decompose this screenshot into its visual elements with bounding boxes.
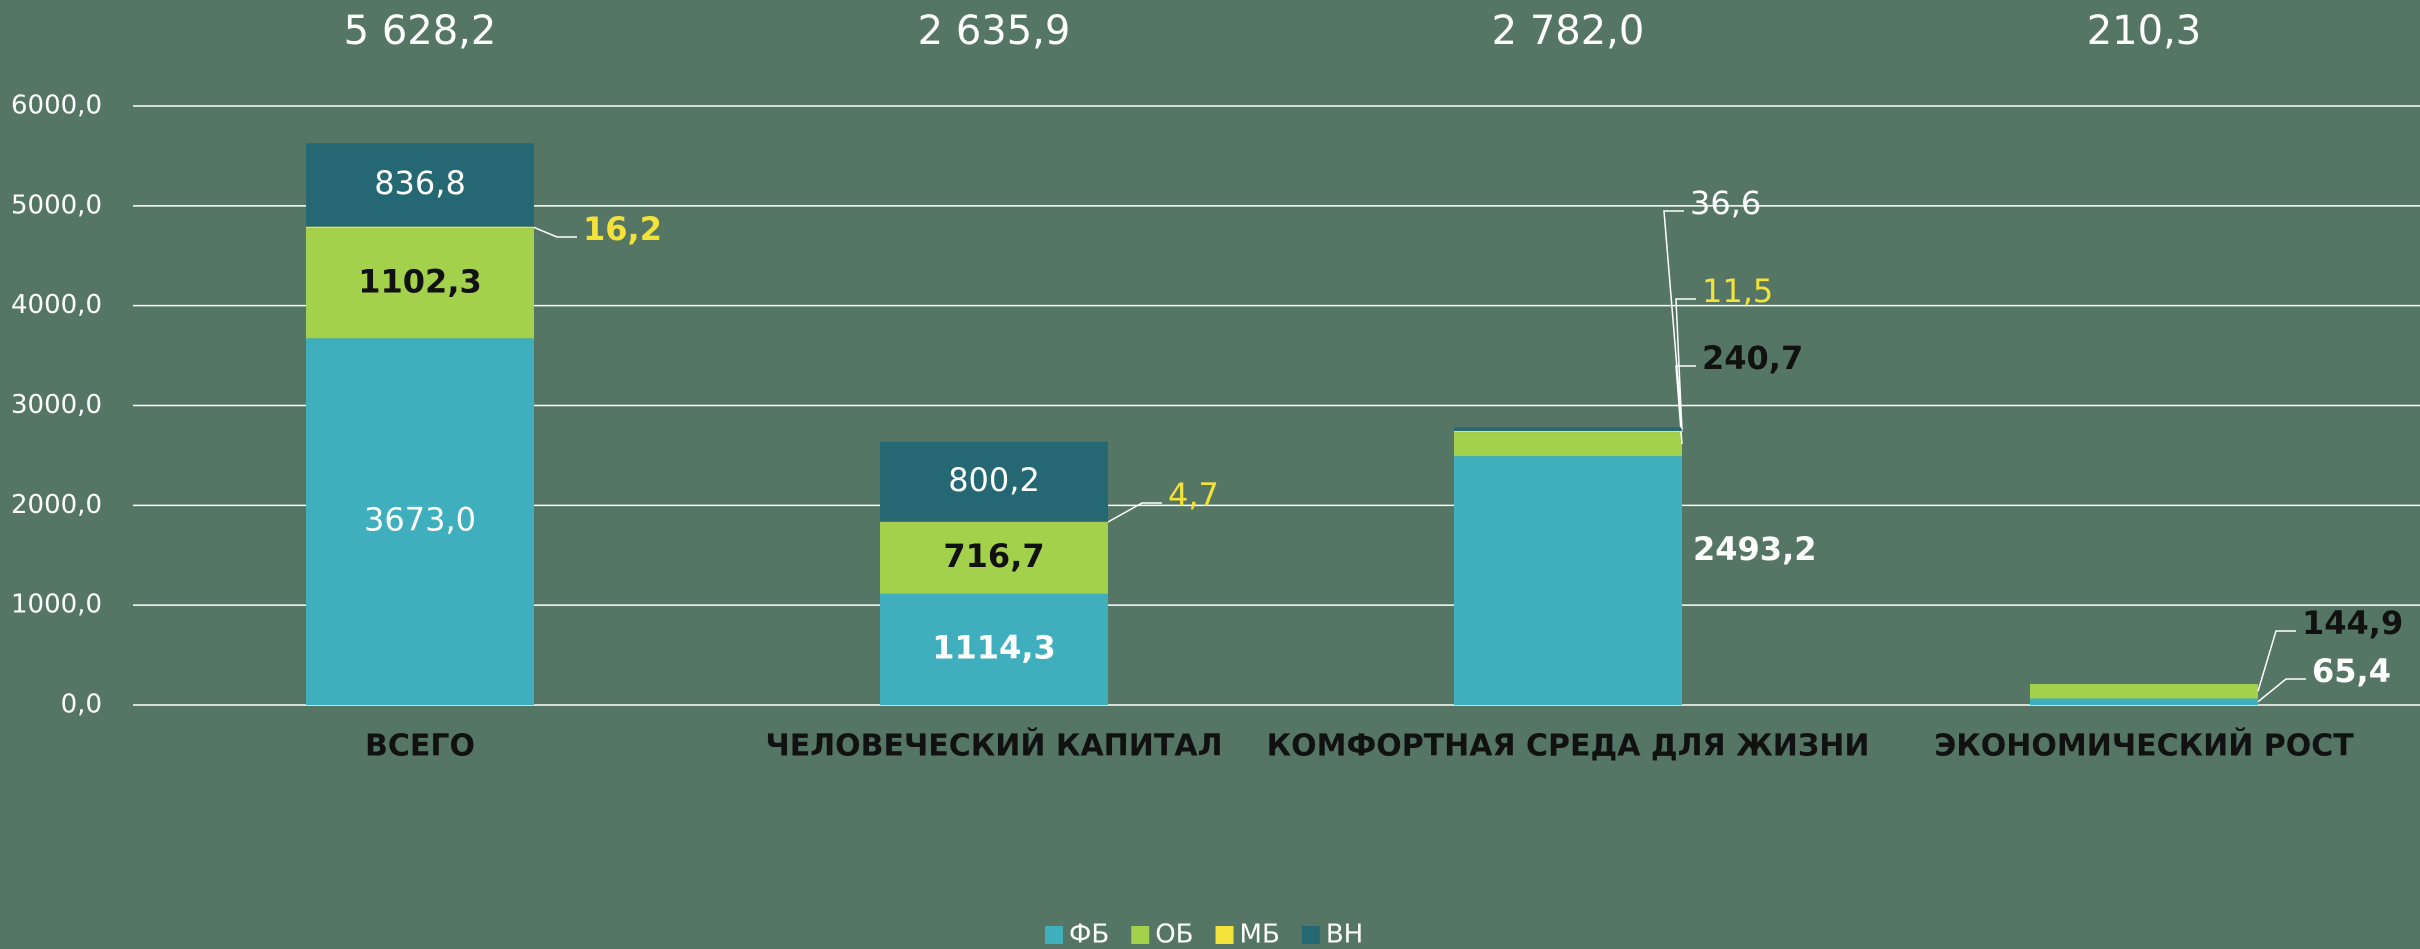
legend-swatch	[1215, 926, 1234, 944]
leader-line	[2257, 630, 2296, 692]
y-tick-label: 5000,0	[11, 190, 102, 220]
leader-line	[1663, 210, 1684, 430]
y-tick-label: 2000,0	[11, 490, 102, 520]
leader-line	[1675, 298, 1696, 432]
bar-segment	[2030, 698, 2258, 705]
data-label: 1102,3	[358, 262, 481, 300]
total-label: 2 782,0	[1492, 8, 1645, 54]
legend-swatch	[1301, 926, 1320, 944]
bar-segment	[880, 441, 1108, 522]
data-label: 4,7	[1168, 476, 1219, 514]
x-tick-label: КОМФОРТНАЯ СРЕДА ДЛЯ ЖИЗНИ	[1267, 729, 1870, 764]
data-label: 716,7	[943, 537, 1044, 575]
data-label: 836,8	[374, 164, 466, 202]
data-label: 144,9	[2302, 604, 2403, 642]
x-tick-label: ЧЕЛОВЕЧЕСКИЙ КАПИТАЛ	[765, 728, 1222, 764]
leader-line	[1675, 365, 1696, 445]
data-label: 1114,3	[932, 628, 1055, 666]
data-label: 800,2	[948, 461, 1040, 499]
bar-segment	[306, 226, 534, 229]
legend-swatch	[1045, 926, 1063, 944]
x-tick-label: ВСЕГО	[365, 729, 475, 764]
legend-label: ВН	[1326, 920, 1363, 949]
y-tick-label: 1000,0	[11, 590, 102, 620]
y-tick-label: 0,0	[61, 690, 102, 720]
y-tick-label: 4000,0	[11, 290, 102, 320]
leader-line	[1107, 502, 1162, 523]
x-tick-label: ЭКОНОМИЧЕСКИЙ РОСТ	[1934, 728, 2354, 764]
bar-segment	[306, 143, 534, 227]
bar-segment	[1454, 432, 1682, 457]
data-label: 65,4	[2312, 652, 2391, 690]
total-label: 210,3	[2087, 8, 2202, 54]
bar-segment	[1454, 427, 1682, 431]
legend-label: ОБ	[1155, 920, 1193, 949]
bar-segment	[2030, 684, 2258, 699]
bar-segment	[1454, 430, 1682, 433]
leader-line	[533, 226, 577, 238]
bar-segment	[880, 593, 1108, 705]
bar-segment	[1454, 456, 1682, 705]
total-label: 2 635,9	[918, 8, 1071, 54]
legend-swatch	[1131, 926, 1150, 944]
legend-label: ФБ	[1069, 920, 1109, 949]
leader-line	[2257, 678, 2306, 703]
bar-segment	[306, 228, 534, 339]
data-label: 11,5	[1702, 272, 1773, 310]
data-label: 36,6	[1690, 184, 1761, 222]
data-label: 3673,0	[364, 501, 476, 539]
data-label: 16,2	[583, 210, 662, 248]
y-tick-label: 6000,0	[11, 91, 102, 121]
data-label: 2493,2	[1693, 530, 1816, 568]
legend-label: МБ	[1240, 920, 1280, 949]
total-label: 5 628,2	[344, 8, 497, 54]
bar-segment	[880, 522, 1108, 594]
data-label: 240,7	[1702, 339, 1803, 377]
y-tick-label: 3000,0	[11, 390, 102, 420]
bar-segment	[306, 338, 534, 705]
